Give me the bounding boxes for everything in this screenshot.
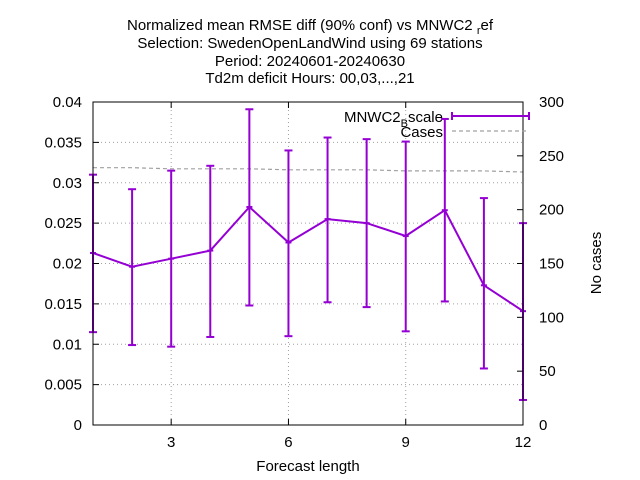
title-subscript: r xyxy=(477,25,481,37)
legend-line-mnwc2 xyxy=(451,112,530,120)
errorbar-point xyxy=(323,136,332,304)
errorbar-point xyxy=(401,140,410,333)
y2-tick-label: 50 xyxy=(539,363,556,380)
y-tick-label: 0.02 xyxy=(53,256,82,273)
legend-label-main: MNWC2 xyxy=(344,109,401,126)
x-tick-label: 6 xyxy=(284,434,292,451)
title-line-2: Selection: SwedenOpenLandWind using 69 s… xyxy=(137,35,482,52)
y2-tick-label: 250 xyxy=(539,148,564,165)
x-axis-label: Forecast length xyxy=(256,458,359,475)
y2-axis-label: No cases xyxy=(588,232,605,295)
y-tick-label: 0.015 xyxy=(44,296,82,313)
y2-tick-label: 150 xyxy=(539,256,564,273)
cases-series xyxy=(93,167,524,173)
cases-line xyxy=(93,167,524,173)
mnwc2-bscale-series xyxy=(89,108,527,401)
title-subscript-rest: ef xyxy=(480,17,493,34)
errorbar-point xyxy=(206,164,215,338)
y2-tick-label: 0 xyxy=(539,417,547,434)
y2-tick-label: 100 xyxy=(539,309,564,326)
errorbar-point xyxy=(440,117,449,303)
x-tick-label: 9 xyxy=(402,434,410,451)
errorbar-point xyxy=(128,188,137,347)
x-axis: 3 6 9 12 xyxy=(167,102,531,451)
title-line-4: Td2m deficit Hours: 00,03,...,21 xyxy=(205,70,414,87)
x-tick-label: 12 xyxy=(515,434,532,451)
y-tick-label: 0.03 xyxy=(53,175,82,192)
x-tick-label: 3 xyxy=(167,434,175,451)
legend-label-mnwc2: MNWC2Bscale xyxy=(344,109,443,130)
series-line xyxy=(92,205,524,312)
legend: MNWC2Bscale Cases xyxy=(344,109,530,141)
errorbar-point xyxy=(245,108,254,307)
y-tick-label: 0.04 xyxy=(53,94,82,111)
errorbar-point xyxy=(479,197,488,370)
legend-label-sub: B xyxy=(401,118,408,130)
grid-lines xyxy=(93,102,524,425)
y2-tick-label: 300 xyxy=(539,94,564,111)
errorbar-point xyxy=(284,149,293,338)
title-line-3: Period: 20240601-20240630 xyxy=(215,53,405,70)
y-tick-label: 0 xyxy=(74,417,82,434)
y-axis: 0 0.005 0.01 0.015 0.02 0.025 0.03 0.035 0.04 xyxy=(44,94,99,434)
y2-tick-label: 200 xyxy=(539,202,564,219)
legend-label-cases: Cases xyxy=(400,124,443,141)
errorbar-point xyxy=(167,169,176,348)
y-tick-label: 0.01 xyxy=(53,336,82,353)
y-tick-label: 0.035 xyxy=(44,134,82,151)
y2-axis: 0 50 100 150 200 250 300 xyxy=(517,94,564,434)
title-line-1: Normalized mean RMSE diff (90% conf) vs … xyxy=(127,17,494,37)
chart-title: Normalized mean RMSE diff (90% conf) vs … xyxy=(127,17,494,87)
errorbar-point xyxy=(362,138,371,309)
y-tick-label: 0.025 xyxy=(44,215,82,232)
y-tick-label: 0.005 xyxy=(44,377,82,394)
legend-label-rest: scale xyxy=(408,109,443,126)
